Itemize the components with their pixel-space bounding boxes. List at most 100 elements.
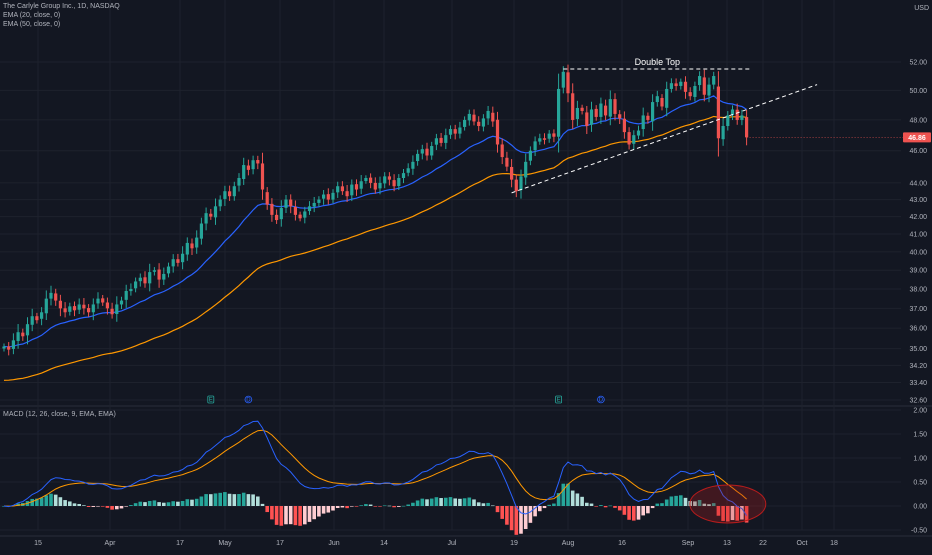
macd-hist-bar-54	[256, 496, 260, 506]
candle-body-41	[195, 237, 199, 248]
candle-body-52	[246, 165, 250, 170]
time-tick-label-7: Jul	[448, 540, 457, 547]
candle-body-110	[519, 176, 523, 191]
macd-hist-bar-118	[556, 493, 561, 506]
candle-body-133	[627, 132, 631, 145]
macd-hist-bar-97	[458, 498, 462, 506]
macd-hist-bar-60	[284, 506, 288, 525]
time-tick-label-9: Aug	[562, 540, 575, 547]
macd-hist-bar-125	[589, 503, 594, 506]
macd-hist-bar-112	[528, 506, 533, 523]
time-tick-label-2: 17	[176, 540, 184, 547]
candle-body-27	[129, 289, 133, 292]
macd-hist-bar-44	[209, 494, 213, 506]
candle-body-144	[679, 81, 683, 86]
macd-hist-bar-74	[350, 506, 354, 507]
macd-hist-bar-33	[157, 502, 161, 506]
macd-hist-bar-32	[152, 500, 157, 506]
macd-hist-bar-101	[476, 502, 481, 506]
candle-body-121	[571, 93, 575, 120]
macd-hist-bar-58	[274, 506, 279, 525]
candle-body-69	[326, 194, 330, 200]
macd-hist-bar-36	[171, 501, 175, 506]
ema20-legend[interactable]: EMA (20, close, 0)	[3, 12, 61, 19]
macd-hist-bar-156	[735, 506, 739, 521]
macd-hist-bar-21	[100, 506, 105, 507]
time-tick-label-11: Sep	[682, 540, 695, 547]
time-tick-label-15: 18	[830, 540, 838, 547]
price-tick-label-15: 33.40	[909, 380, 927, 387]
macd-hist-bar-111	[523, 506, 528, 530]
macd-hist-bar-99	[467, 497, 472, 506]
macd-hist-bar-85	[401, 505, 406, 507]
macd-hist-bar-145	[683, 497, 688, 506]
macd-hist-bar-13	[63, 500, 67, 506]
candle-body-53	[251, 160, 255, 170]
candle-body-147	[693, 86, 697, 97]
event-letter-1: D	[246, 398, 251, 404]
price-tick-label-5: 43.00	[909, 197, 927, 204]
candle-body-84	[397, 178, 401, 187]
macd-hist-bar-100	[472, 499, 476, 506]
candle-body-25	[119, 300, 124, 305]
macd-legend[interactable]: MACD (12, 26, close, 9, EMA, EMA)	[3, 411, 116, 418]
macd-hist-bar-142	[669, 496, 674, 506]
candle-body-89	[420, 149, 424, 154]
macd-hist-bar-52	[246, 494, 251, 506]
macd-hist-bar-157	[740, 506, 744, 520]
candle-body-49	[232, 186, 236, 197]
candle-body-1	[7, 346, 11, 350]
candle-body-148	[698, 76, 702, 86]
candle-body-39	[185, 242, 189, 255]
macd-hist-bar-86	[406, 504, 410, 506]
candle-body-5	[25, 324, 30, 336]
macd-hist-bar-41	[194, 498, 199, 506]
candle-body-152	[716, 86, 720, 139]
macd-hist-bar-29	[138, 501, 143, 506]
macd-hist-bar-93	[439, 498, 443, 506]
candle-body-31	[148, 272, 152, 284]
macd-hist-bar-144	[679, 495, 683, 506]
candle-body-67	[317, 199, 321, 203]
candle-body-22	[105, 302, 109, 309]
macd-hist-bar-94	[444, 497, 448, 506]
ema50-legend[interactable]: EMA (50, close, 0)	[3, 21, 61, 28]
candle-body-24	[115, 304, 119, 314]
macd-hist-bar-98	[462, 498, 467, 506]
macd-hist-bar-57	[270, 506, 274, 520]
candle-body-154	[726, 115, 730, 126]
candle-body-112	[528, 150, 532, 161]
candle-body-128	[604, 105, 608, 116]
macd-hist-bar-35	[166, 502, 171, 506]
macd-hist-bar-158	[744, 506, 749, 523]
macd-tick-label-1: 1.50	[913, 432, 927, 439]
macd-hist-bar-79	[373, 506, 378, 507]
macd-hist-bar-140	[660, 503, 664, 506]
macd-hist-bar-122	[575, 493, 580, 506]
macd-hist-bar-128	[603, 506, 608, 508]
macd-hist-bar-56	[265, 506, 269, 513]
candle-body-124	[585, 112, 589, 126]
candle-body-102	[481, 118, 485, 127]
macd-hist-bar-83	[392, 506, 396, 508]
macd-hist-bar-82	[387, 505, 392, 507]
macd-hist-bar-80	[378, 506, 382, 507]
macd-hist-bar-10	[49, 493, 53, 506]
macd-line	[3, 420, 748, 516]
macd-hist-bar-131	[617, 506, 622, 511]
event-letter-0: E	[209, 398, 213, 404]
candle-body-4	[21, 332, 25, 337]
candle-body-0	[2, 346, 6, 349]
macd-hist-bar-117	[552, 503, 556, 506]
candle-body-156	[735, 109, 739, 120]
candle-body-61	[289, 199, 293, 207]
time-tick-label-12: 13	[723, 540, 731, 547]
earnings-marker-2	[555, 395, 562, 404]
candle-body-78	[369, 177, 373, 183]
candle-body-30	[143, 277, 147, 284]
candle-body-55	[260, 163, 265, 190]
price-tick-label-14: 34.20	[909, 363, 927, 370]
candle-body-101	[477, 121, 481, 126]
macd-hist-bar-75	[354, 506, 359, 507]
